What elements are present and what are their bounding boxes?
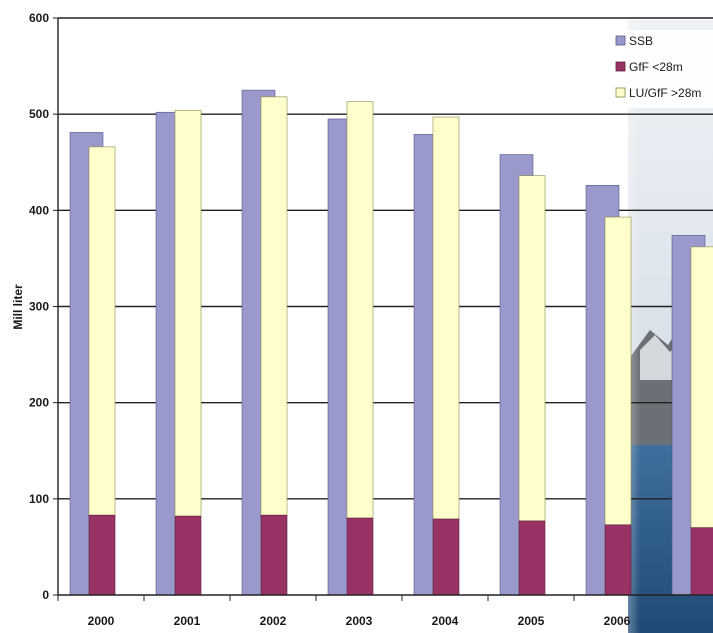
legend-entry: GfF <28m (629, 60, 683, 74)
y-tick-label: 500 (29, 107, 49, 121)
y-tick-label: 200 (29, 396, 49, 410)
bar-gff-2003 (346, 517, 374, 596)
bar-lu-gff-2000 (88, 146, 116, 516)
y-axis: 0 100 200 300 400 500 600 (29, 11, 59, 602)
bar-lu-gff-2003 (346, 101, 374, 519)
plot-area (58, 17, 713, 596)
x-tick-label-2004: 2004 (432, 614, 459, 628)
bar-lu-gff-2007 (690, 246, 713, 528)
bar-gff-2006 (604, 524, 632, 596)
legend-swatch (615, 87, 626, 98)
bar-gff-2000 (88, 514, 116, 596)
bar-gff-2001 (174, 515, 202, 596)
legend-swatch (615, 61, 626, 72)
y-tick-label: 400 (29, 203, 49, 217)
bar-lu-gff-2001 (174, 110, 202, 517)
bar-lu-gff-2002 (260, 96, 288, 516)
bar-gff-2002 (260, 514, 288, 596)
y-tick-label: 600 (29, 11, 49, 25)
legend: SSB GfF <28m LU/GfF >28m (610, 30, 713, 108)
bar-lu-gff-2005 (518, 175, 546, 522)
bar-gff-2004 (432, 518, 460, 596)
y-tick-label: 300 (29, 300, 49, 314)
bar-lu-gff-2006 (604, 216, 632, 526)
x-tick-label-2005: 2005 (518, 614, 545, 628)
x-tick-label-2000: 2000 (88, 614, 115, 628)
x-axis: 2000 2001 2002 2003 2004 2005 2006 (57, 594, 713, 628)
x-tick-label-2006: 2006 (604, 614, 631, 628)
legend-entry: LU/GfF >28m (629, 86, 701, 100)
x-tick-label-2003: 2003 (346, 614, 373, 628)
legend-background (610, 30, 713, 108)
bar-gff-2005 (518, 520, 546, 596)
x-tick-label-2002: 2002 (260, 614, 287, 628)
y-axis-label: Mill liter (11, 284, 25, 330)
legend-entry: SSB (629, 34, 653, 48)
bar-lu-gff-2004 (432, 116, 460, 520)
y-tick-label: 100 (29, 492, 49, 506)
y-tick-label: 0 (42, 588, 49, 602)
x-tick-label-2001: 2001 (174, 614, 201, 628)
legend-swatch (615, 35, 626, 46)
bar-gff-2007 (690, 527, 713, 596)
